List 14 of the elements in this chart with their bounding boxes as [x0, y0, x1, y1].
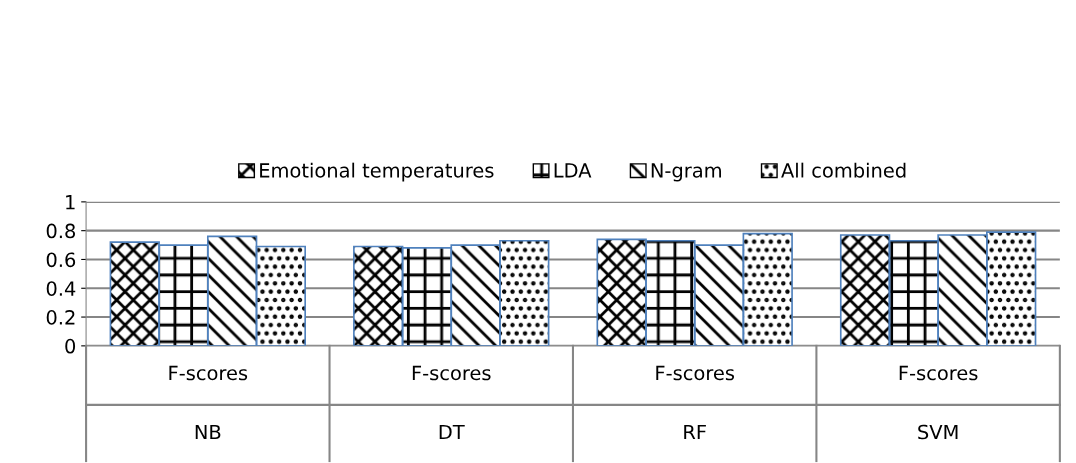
y-tick-label: 0.4 — [46, 281, 76, 296]
category-label: F-scores SVM — [899, 365, 978, 440]
y-tick-label: 1 — [66, 195, 75, 210]
y-tick-label: 0.2 — [46, 310, 75, 325]
legend-label: LDA — [554, 163, 592, 178]
legend-label: Emotional temperatures — [260, 162, 494, 182]
y-tick-label: 0.6 — [46, 252, 76, 268]
legend-label: N-gram — [651, 163, 721, 182]
category-label: F-scores NB — [169, 365, 248, 440]
y-tick-label: 0 — [65, 338, 76, 354]
category-label: F-scores DT — [412, 365, 491, 440]
category-label: F-scores RF — [656, 365, 735, 440]
legend-label: All combined — [781, 162, 906, 178]
y-tick-label: 0.8 — [46, 223, 76, 239]
